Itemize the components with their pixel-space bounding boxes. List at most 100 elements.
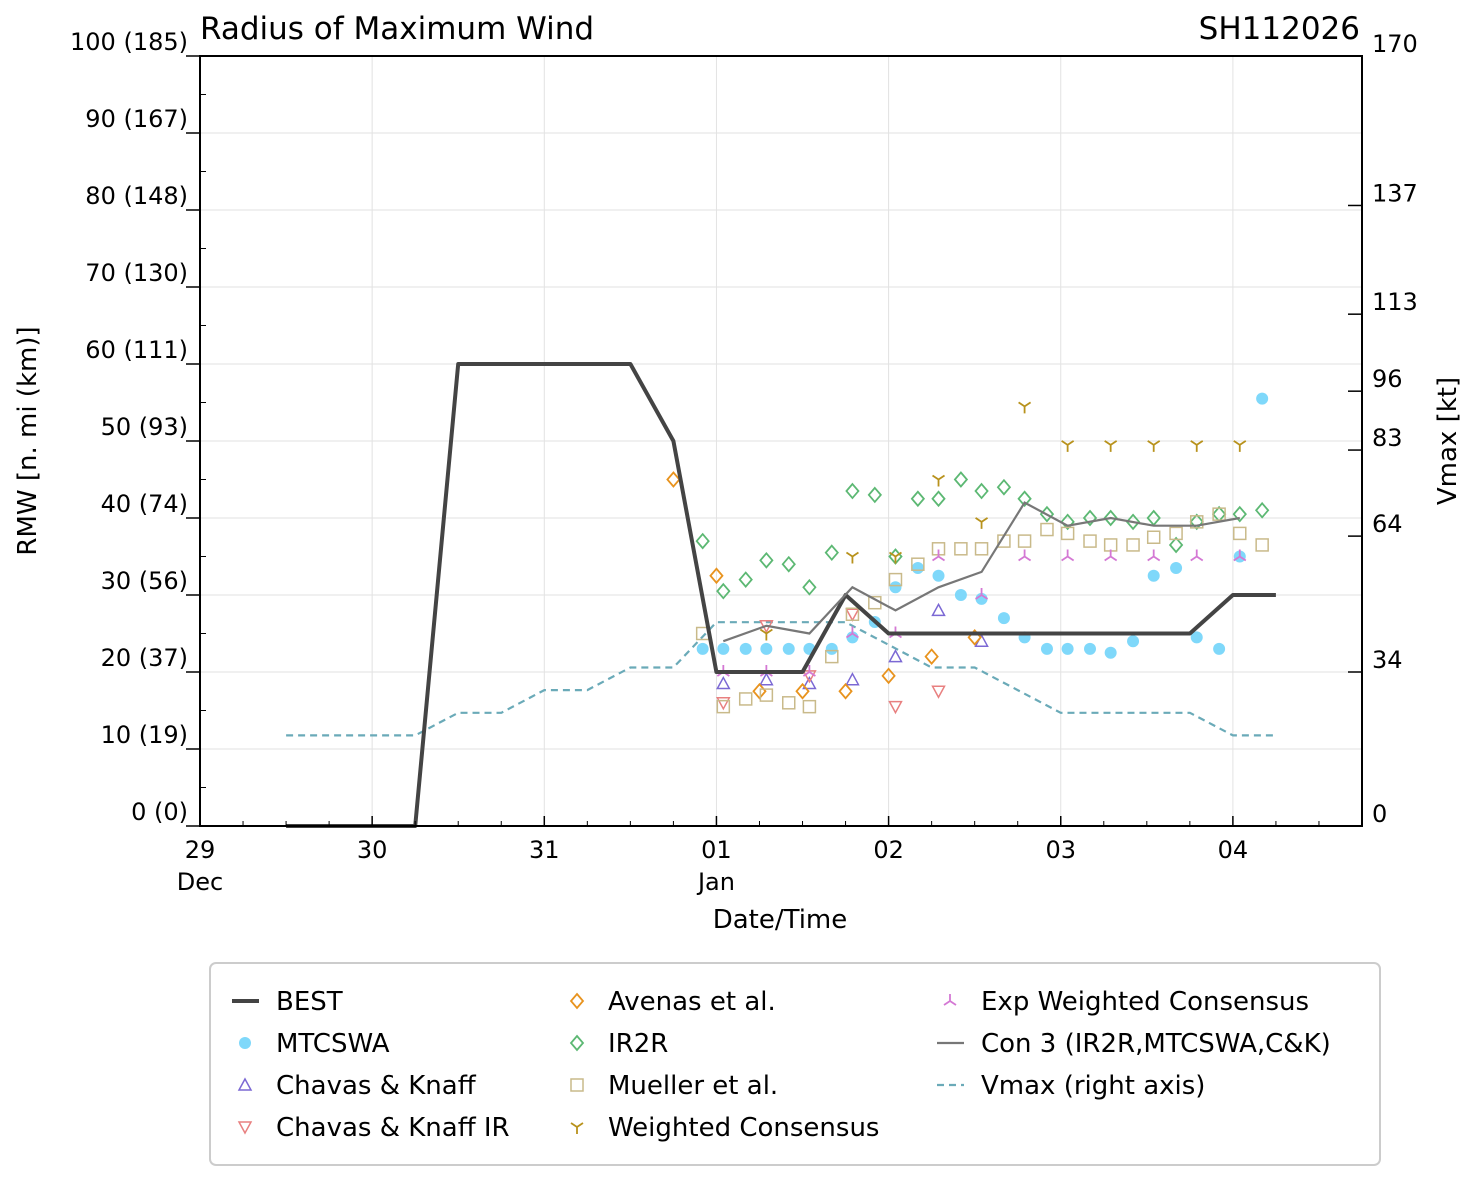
mueller-et-al-point	[1169, 526, 1183, 541]
y-tick-label: 50 (93)	[101, 413, 188, 441]
legend-box	[209, 962, 1381, 1166]
chavas-knaff-point	[759, 672, 774, 686]
legend-marker	[943, 994, 957, 1006]
ir2r-point	[996, 478, 1012, 496]
ir2r-point	[1189, 513, 1204, 531]
legend-item-chavas-knaff: Chavas & Knaff	[237, 1071, 477, 1101]
mtcswa-point	[1084, 642, 1097, 655]
legend-item-vmax-right-axis: Vmax (right axis)	[937, 1071, 1205, 1101]
weighted-consensus-point	[932, 474, 946, 487]
mueller-et-al-point	[1040, 522, 1054, 537]
exp-weighted-consensus-point	[845, 626, 859, 639]
ir2r-point	[1103, 509, 1118, 527]
series-best	[286, 362, 1276, 828]
mtcswa-point	[1190, 631, 1203, 644]
avenas-et-al-point	[752, 682, 767, 700]
y2-tick-label: 137	[1372, 179, 1418, 207]
legend-marker	[239, 1037, 251, 1049]
mueller-et-al-point	[781, 696, 796, 710]
y2-tick-label: 170	[1372, 30, 1418, 58]
series-con-3-ir2r-mtcswa-c-k	[722, 501, 1240, 643]
mtcswa-point	[782, 642, 795, 655]
y-tick-label: 80 (148)	[85, 182, 188, 210]
exp-weighted-consensus-point	[1233, 549, 1247, 562]
mueller-et-al-point	[954, 542, 968, 556]
legend-item-weighted-consensus: Weighted Consensus	[570, 1113, 879, 1143]
mueller-et-al-point	[1017, 534, 1032, 548]
x-tick-label: 04	[1218, 836, 1249, 864]
y-tick-label: 70 (130)	[85, 259, 188, 287]
y-tick-label: 0 (0)	[131, 798, 188, 826]
mtcswa-point	[1040, 642, 1053, 655]
y-tick-label: 20 (37)	[101, 644, 188, 672]
mtcswa-point	[932, 569, 945, 582]
avenas-et-al-point	[924, 648, 939, 665]
x-tick-label: 03	[1045, 836, 1076, 864]
legend-label: IR2R	[608, 1029, 668, 1059]
mtcswa-point	[954, 589, 967, 601]
legend-label: MTCSWA	[276, 1029, 390, 1059]
mueller-et-al-point	[716, 699, 731, 714]
mueller-et-al-point	[974, 542, 989, 556]
exp-weighted-consensus-point	[1147, 549, 1161, 562]
mueller-et-al-point	[1083, 534, 1097, 548]
chavas-knaff-point	[716, 675, 731, 690]
mtcswa-point	[739, 642, 752, 655]
chavas-knaff-point	[888, 649, 903, 663]
mtcswa-point	[846, 631, 859, 644]
y-tick-label: 40 (74)	[101, 490, 188, 518]
chavas-knaff-point	[931, 602, 946, 617]
y2-tick-label: 0	[1372, 800, 1387, 828]
ir2r-point	[781, 555, 796, 573]
legend-item-avenas-et-al: Avenas et al.	[569, 987, 776, 1017]
legend-label: Avenas et al.	[608, 987, 776, 1017]
chavas-knaff-ir-point	[888, 700, 903, 715]
legend-label: BEST	[276, 987, 343, 1017]
y2-tick-label: 96	[1372, 365, 1403, 393]
weighted-consensus-point	[1233, 440, 1247, 452]
legend: BEST MTCSWA Chavas & Knaff Chavas & Knaff I…	[232, 987, 1331, 1143]
legend-label: Chavas & Knaff IR	[276, 1113, 510, 1143]
ir2r-point	[931, 490, 946, 508]
ir2r-point	[1082, 509, 1098, 527]
ir2r-point	[1211, 505, 1227, 523]
mtcswa-point	[911, 562, 924, 575]
legend-label: Vmax (right axis)	[981, 1071, 1205, 1101]
legend-item-con-3-ir2r-mtcswa-c-k: Con 3 (IR2R,MTCSWA,C&K)	[937, 1029, 1331, 1059]
mtcswa-point	[975, 592, 988, 605]
x-tick-sublabel: Dec	[177, 868, 223, 896]
series-weighted-consensus	[759, 401, 1247, 641]
legend-marker	[569, 1034, 585, 1052]
exp-weighted-consensus-point	[1190, 549, 1204, 562]
vmax-right-axis-line	[286, 621, 1276, 737]
mueller-et-al-point	[738, 692, 753, 706]
storm-id: SH112026	[1199, 11, 1360, 47]
mueller-et-al-point	[888, 572, 903, 587]
mueller-et-al-point	[1255, 538, 1269, 552]
avenas-et-al-point	[709, 567, 724, 585]
x-axis-label: Date/Time	[713, 905, 848, 935]
avenas-et-al-point	[838, 682, 853, 700]
ir2r-point	[910, 490, 926, 508]
ir2r-point	[759, 551, 774, 569]
mtcswa-point	[997, 612, 1010, 625]
legend-label: Weighted Consensus	[608, 1113, 879, 1143]
weighted-consensus-point	[1018, 401, 1032, 414]
legend-item-best: BEST	[232, 987, 343, 1017]
ir2r-point	[1125, 513, 1141, 531]
weighted-consensus-point	[1190, 440, 1204, 452]
chavas-knaff-ir-point	[931, 685, 946, 699]
ir2r-point	[802, 578, 817, 596]
legend-item-ir2r: IR2R	[569, 1029, 668, 1059]
weighted-consensus-point	[888, 551, 902, 564]
ir2r-point	[953, 471, 969, 488]
weighted-consensus-point	[1147, 440, 1161, 452]
ir2r-point	[738, 571, 753, 588]
y2-tick-label: 34	[1372, 646, 1403, 674]
mtcswa-point	[1256, 392, 1269, 405]
legend-label: Con 3 (IR2R,MTCSWA,C&K)	[981, 1029, 1331, 1059]
legend-marker	[569, 992, 585, 1010]
ir2r-point	[867, 486, 883, 504]
series-chavas-knaff	[716, 602, 989, 690]
